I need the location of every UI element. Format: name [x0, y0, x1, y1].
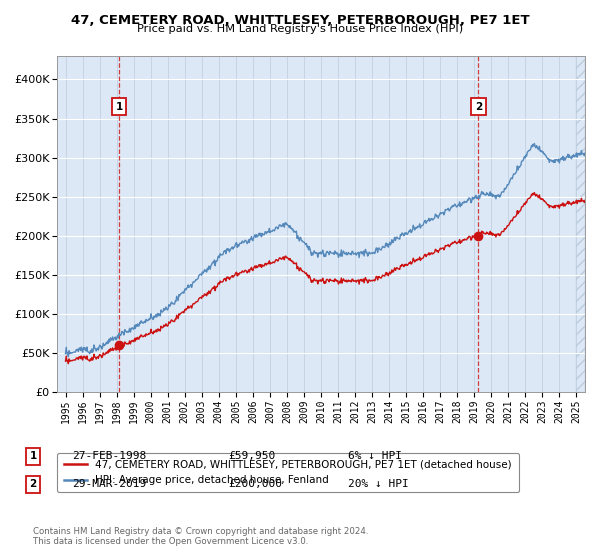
Text: 1: 1: [29, 451, 37, 461]
Text: £59,950: £59,950: [228, 451, 275, 461]
Text: 2: 2: [475, 102, 482, 112]
Text: Contains HM Land Registry data © Crown copyright and database right 2024.
This d: Contains HM Land Registry data © Crown c…: [33, 526, 368, 546]
Text: Price paid vs. HM Land Registry's House Price Index (HPI): Price paid vs. HM Land Registry's House …: [137, 24, 463, 34]
Text: 1: 1: [116, 102, 123, 112]
Text: 29-MAR-2019: 29-MAR-2019: [72, 479, 146, 489]
Legend: 47, CEMETERY ROAD, WHITTLESEY, PETERBOROUGH, PE7 1ET (detached house), HPI: Aver: 47, CEMETERY ROAD, WHITTLESEY, PETERBORO…: [57, 452, 520, 492]
Text: 20% ↓ HPI: 20% ↓ HPI: [348, 479, 409, 489]
Text: 47, CEMETERY ROAD, WHITTLESEY, PETERBOROUGH, PE7 1ET: 47, CEMETERY ROAD, WHITTLESEY, PETERBORO…: [71, 14, 529, 27]
Text: £200,000: £200,000: [228, 479, 282, 489]
Text: 2: 2: [29, 479, 37, 489]
Text: 27-FEB-1998: 27-FEB-1998: [72, 451, 146, 461]
Text: 6% ↓ HPI: 6% ↓ HPI: [348, 451, 402, 461]
